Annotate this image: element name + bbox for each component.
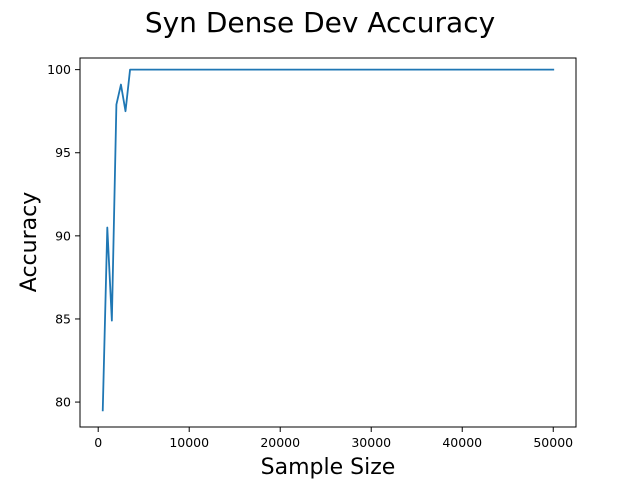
plot-frame <box>79 57 577 428</box>
x-tick-label: 20000 <box>260 435 300 450</box>
chart-title: Syn Dense Dev Accuracy <box>145 6 495 39</box>
y-tick-label: 95 <box>55 145 71 160</box>
x-tick-label: 30000 <box>351 435 391 450</box>
y-tick-label: 90 <box>55 228 71 243</box>
y-tick-label: 80 <box>55 395 71 410</box>
x-tick-label: 0 <box>94 435 102 450</box>
x-tick-label: 50000 <box>533 435 573 450</box>
y-tick-label: 85 <box>55 311 71 326</box>
y-tick-label: 100 <box>47 62 71 77</box>
x-tick-label: 10000 <box>169 435 209 450</box>
y-axis-label: Accuracy <box>17 192 42 292</box>
y-axis-ticks: 80 85 90 95 100 <box>47 62 80 410</box>
series-layer <box>101 68 555 412</box>
series-line-0 <box>101 68 555 412</box>
x-axis-ticks: 0 10000 20000 30000 40000 50000 <box>94 427 573 450</box>
plot-area <box>80 58 576 427</box>
x-axis-label: Sample Size <box>261 455 396 480</box>
x-tick-label: 40000 <box>442 435 482 450</box>
